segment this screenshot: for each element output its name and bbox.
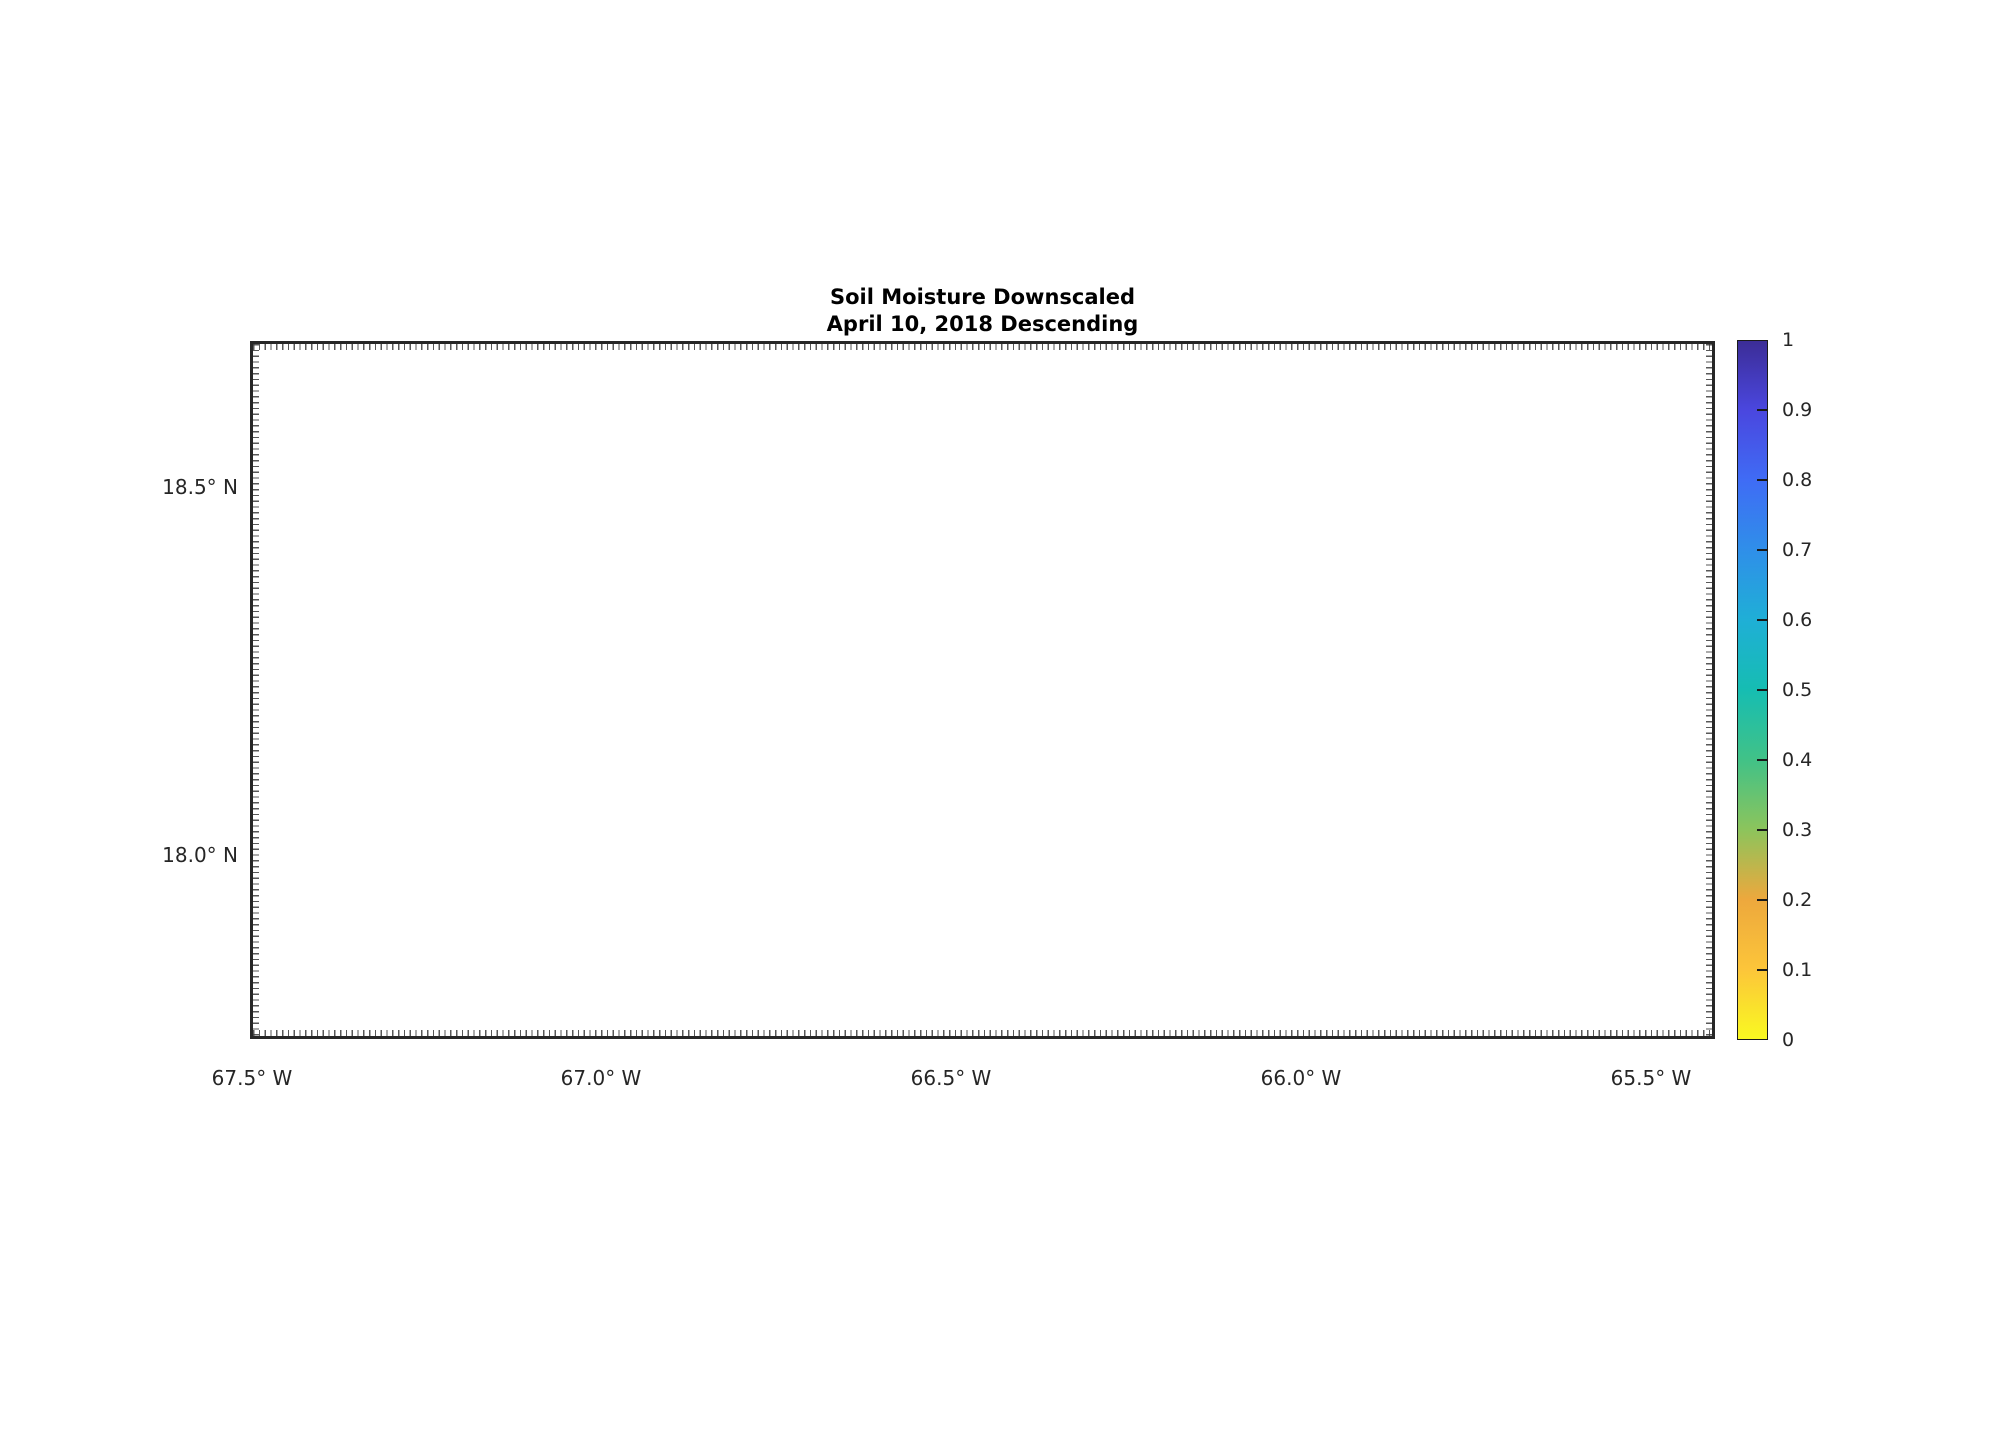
colorbar-tick [1757,689,1767,691]
colorbar-tick-label: 0.8 [1782,469,1813,491]
chart-title-line2: April 10, 2018 Descending [826,312,1139,336]
plot-border [250,341,1715,1039]
plot-border-minor-ticks-top [253,344,1712,350]
colorbar-tick [1757,479,1767,481]
plot-border-minor-ticks-bottom [253,1030,1712,1036]
colorbar-tick [1757,759,1767,761]
colorbar-tick-label: 0.6 [1782,609,1813,631]
y-tick-label: 18.0° N [162,843,238,867]
x-tick-label: 67.0° W [560,1066,642,1090]
colorbar-tick-label: 0.4 [1782,749,1813,771]
x-tick-label: 66.5° W [910,1066,992,1090]
colorbar-tick [1757,409,1767,411]
colorbar-tick-label: 0.3 [1782,819,1813,841]
colorbar-tick-label: 0.2 [1782,889,1813,911]
colorbar-tick [1757,549,1767,551]
colorbar-tick [1757,899,1767,901]
x-tick-label: 67.5° W [211,1066,293,1090]
x-tick-label: 66.0° W [1260,1066,1342,1090]
colorbar-tick [1757,969,1767,971]
colorbar-tick-label: 0.5 [1782,679,1813,701]
plot-border-minor-ticks-left [253,344,259,1036]
colorbar-tick [1757,829,1767,831]
colorbar-tick-label: 1 [1782,329,1795,351]
plot-border-minor-ticks-right [1706,344,1712,1036]
y-tick-label: 18.5° N [162,475,238,499]
chart-title-line1: Soil Moisture Downscaled [830,285,1135,309]
colorbar-tick-label: 0.9 [1782,399,1813,421]
colorbar [1737,340,1768,1040]
colorbar-tick-label: 0 [1782,1029,1795,1051]
x-tick-label: 65.5° W [1610,1066,1692,1090]
colorbar-tick-label: 0.7 [1782,539,1813,561]
colorbar-tick [1757,619,1767,621]
colorbar-tick-label: 0.1 [1782,959,1813,981]
